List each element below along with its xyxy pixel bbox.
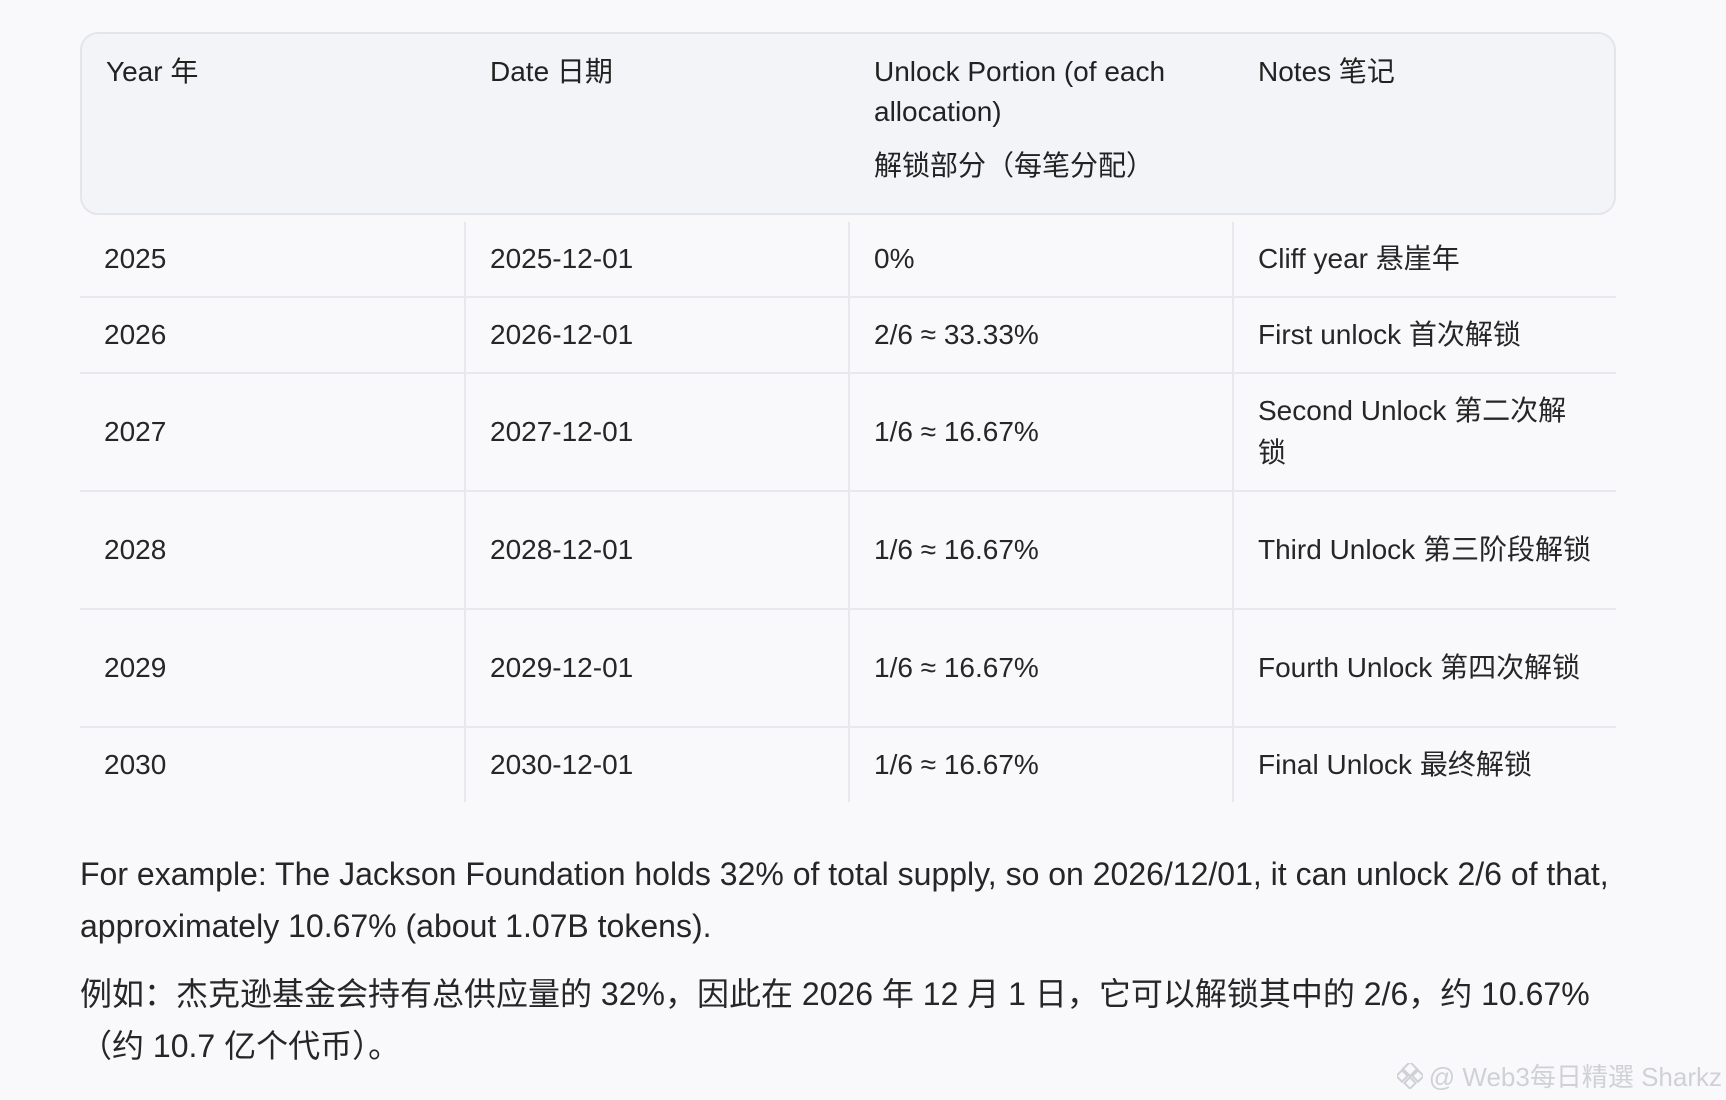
cell-date: 2026-12-01 <box>464 298 848 372</box>
cell-date: 2029-12-01 <box>464 610 848 726</box>
cell-note: Third Unlock 第三阶段解锁 <box>1232 492 1616 608</box>
cell-date: 2025-12-01 <box>464 222 848 296</box>
cell-note: First unlock 首次解锁 <box>1232 298 1616 372</box>
cell-year: 2029 <box>104 652 167 683</box>
table-row: 2028 2028-12-01 1/6 ≈ 16.67% Third Unloc… <box>80 492 1616 610</box>
cell-year: 2028 <box>104 534 167 565</box>
header-unlock-portion-label: Unlock Portion (of each allocation) <box>874 56 1166 127</box>
cell-year: 2030 <box>104 749 167 780</box>
cell-note: Final Unlock 最终解锁 <box>1232 728 1616 802</box>
unlock-schedule-table: Year 年 Date 日期 Unlock Portion (of each a… <box>80 32 1616 802</box>
cell-year: 2026 <box>104 319 167 350</box>
table-body: 2025 2025-12-01 0% Cliff year 悬崖年 2026 2… <box>80 222 1616 802</box>
cell-note: Cliff year 悬崖年 <box>1232 222 1616 296</box>
header-notes-label: Notes 笔记 <box>1258 56 1395 87</box>
header-unlock-portion: Unlock Portion (of each allocation) 解锁部分… <box>850 34 1234 213</box>
watermark-text: @ Web3每日精選 Sharkz <box>1428 1062 1722 1092</box>
cell-portion: 2/6 ≈ 33.33% <box>848 298 1232 372</box>
cell-year: 2025 <box>104 243 167 274</box>
cell-date: 2030-12-01 <box>464 728 848 802</box>
cell-year: 2027 <box>104 416 167 447</box>
cell-note: Fourth Unlock 第四次解锁 <box>1232 610 1616 726</box>
watermark: @ Web3每日精選 Sharkz <box>1394 1057 1722 1094</box>
header-unlock-portion-sub: 解锁部分（每笔分配） <box>874 150 1155 181</box>
table-row: 2029 2029-12-01 1/6 ≈ 16.67% Fourth Unlo… <box>80 610 1616 728</box>
cell-date: 2028-12-01 <box>464 492 848 608</box>
table-row: 2026 2026-12-01 2/6 ≈ 33.33% First unloc… <box>80 298 1616 374</box>
table-row: 2025 2025-12-01 0% Cliff year 悬崖年 <box>80 222 1616 298</box>
cell-portion: 0% <box>848 222 1232 296</box>
cell-portion: 1/6 ≈ 16.67% <box>848 610 1232 726</box>
header-year: Year 年 <box>82 34 466 213</box>
cell-portion: 1/6 ≈ 16.67% <box>848 728 1232 802</box>
cell-date: 2027-12-01 <box>464 374 848 490</box>
header-year-label: Year 年 <box>106 56 199 87</box>
table-row: 2030 2030-12-01 1/6 ≈ 16.67% Final Unloc… <box>80 728 1616 802</box>
header-date-label: Date 日期 <box>490 56 613 87</box>
cell-portion: 1/6 ≈ 16.67% <box>848 492 1232 608</box>
header-notes: Notes 笔记 <box>1234 34 1618 213</box>
cell-note: Second Unlock 第二次解锁 <box>1232 374 1616 490</box>
table-header: Year 年 Date 日期 Unlock Portion (of each a… <box>80 32 1616 215</box>
binance-square-icon <box>1394 1060 1425 1090</box>
header-date: Date 日期 <box>466 34 850 213</box>
table-row: 2027 2027-12-01 1/6 ≈ 16.67% Second Unlo… <box>80 374 1616 492</box>
cell-portion: 1/6 ≈ 16.67% <box>848 374 1232 490</box>
example-paragraph-chinese: 例如：杰克逊基金会持有总供应量的 32%，因此在 2026 年 12 月 1 日… <box>80 976 1590 1064</box>
example-paragraph-english: For example: The Jackson Foundation hold… <box>80 856 1609 944</box>
